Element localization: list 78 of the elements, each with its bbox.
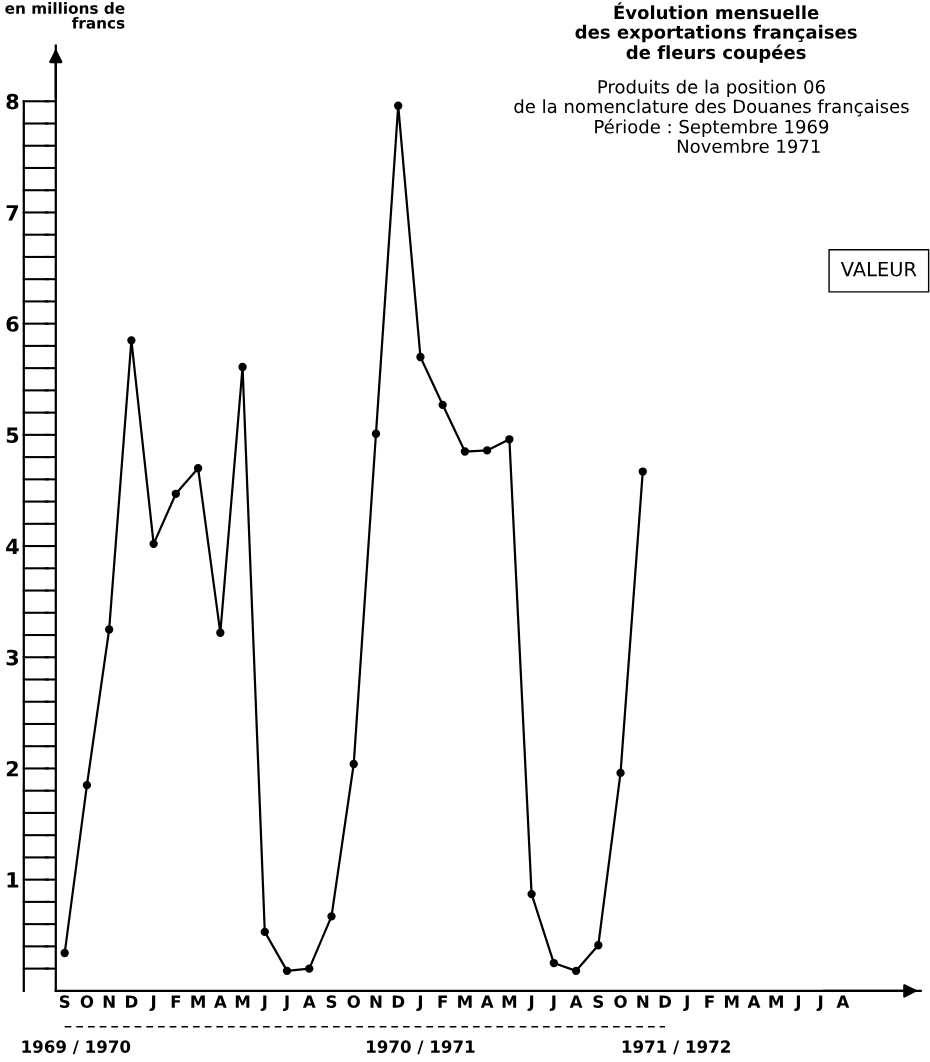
x-tick-label: J — [260, 995, 267, 1012]
x-tick-label: O — [80, 995, 94, 1008]
text: 1971 / 1972 — [622, 1040, 730, 1055]
x-tick-label: M — [458, 995, 472, 1008]
x-tick-label: M — [724, 995, 739, 1008]
y-tick-label: 8 — [6, 93, 19, 110]
y-axis-title: en millions de francs — [5, 2, 125, 29]
text: 1969 / 1970 — [22, 1040, 131, 1055]
x-tick-label: A — [213, 995, 227, 1008]
x-tick-label: J — [149, 995, 156, 1012]
x-tick-label: J — [683, 995, 689, 1012]
x-tick-label: S — [59, 995, 70, 1008]
point — [282, 966, 292, 975]
x-tick-label: A — [302, 995, 316, 1008]
x-tick-label: S — [593, 995, 604, 1008]
x-tick-label: N — [370, 995, 382, 1008]
x-tick-label: J — [794, 995, 800, 1012]
point — [60, 948, 69, 958]
point — [82, 780, 92, 790]
x-tick-label: M — [191, 995, 205, 1008]
point — [305, 964, 314, 973]
y-tick-label: 3 — [6, 649, 19, 666]
point — [394, 101, 403, 110]
point — [349, 759, 358, 769]
x-tick-label: F — [705, 995, 714, 1008]
point — [260, 927, 269, 937]
x-tick-label: F — [438, 995, 447, 1008]
x-tick-label: J — [816, 995, 823, 1012]
y-tick-label: 2 — [6, 760, 18, 777]
x-tick-label: A — [569, 995, 583, 1008]
x-tick-label: D — [659, 995, 672, 1008]
x-tick-label: M — [769, 995, 783, 1008]
x-tick-label: A — [747, 995, 761, 1008]
text: Produits de la position 06 de la nomenclature des Douanes françaises Période : Septembre 1969 Novembre 1971 — [514, 79, 909, 154]
point — [527, 889, 536, 899]
point — [460, 447, 470, 456]
x-tick-label: M — [502, 995, 517, 1008]
x-tick-label: M — [235, 995, 250, 1008]
point — [127, 336, 136, 345]
point — [571, 966, 581, 975]
x-tick-label: N — [637, 995, 649, 1008]
x-tick-label: N — [103, 995, 115, 1008]
point — [438, 400, 447, 410]
x-tick-label: D — [392, 995, 405, 1008]
chart-title: Évolution mensuelle des exportations françaises de fleurs coupées — [575, 2, 857, 63]
point — [594, 941, 603, 950]
x-tick-label: O — [614, 995, 627, 1008]
point — [193, 464, 203, 473]
point — [171, 489, 181, 498]
point — [149, 539, 158, 548]
point — [616, 768, 625, 778]
x-tick-label: S — [326, 995, 337, 1008]
point — [638, 467, 647, 476]
y-tick-label: 6 — [6, 316, 19, 332]
point — [104, 625, 114, 634]
point — [216, 628, 225, 637]
x-tick-label: J — [283, 995, 289, 1012]
x-tick-label: A — [836, 995, 850, 1008]
y-tick-label: 5 — [6, 427, 19, 444]
point — [327, 912, 336, 921]
point — [549, 958, 559, 968]
annotation: VALEUR — [840, 262, 917, 277]
point — [505, 435, 514, 444]
text: 1970 / 1971 — [367, 1040, 475, 1055]
x-tick-label: J — [416, 995, 422, 1012]
x-tick-label: F — [171, 995, 181, 1008]
point — [238, 362, 247, 372]
x-tick-label: J — [527, 995, 534, 1012]
y-tick-label: 7 — [6, 205, 19, 221]
x-tick-label: D — [126, 995, 138, 1008]
point — [482, 446, 492, 455]
x-tick-label: O — [347, 995, 360, 1008]
y-tick-label: 4 — [6, 538, 19, 554]
y-tick-label: 1 — [7, 872, 19, 888]
point — [371, 429, 381, 438]
point — [416, 352, 425, 362]
x-tick-label: J — [549, 995, 556, 1012]
x-tick-label: A — [480, 995, 494, 1008]
